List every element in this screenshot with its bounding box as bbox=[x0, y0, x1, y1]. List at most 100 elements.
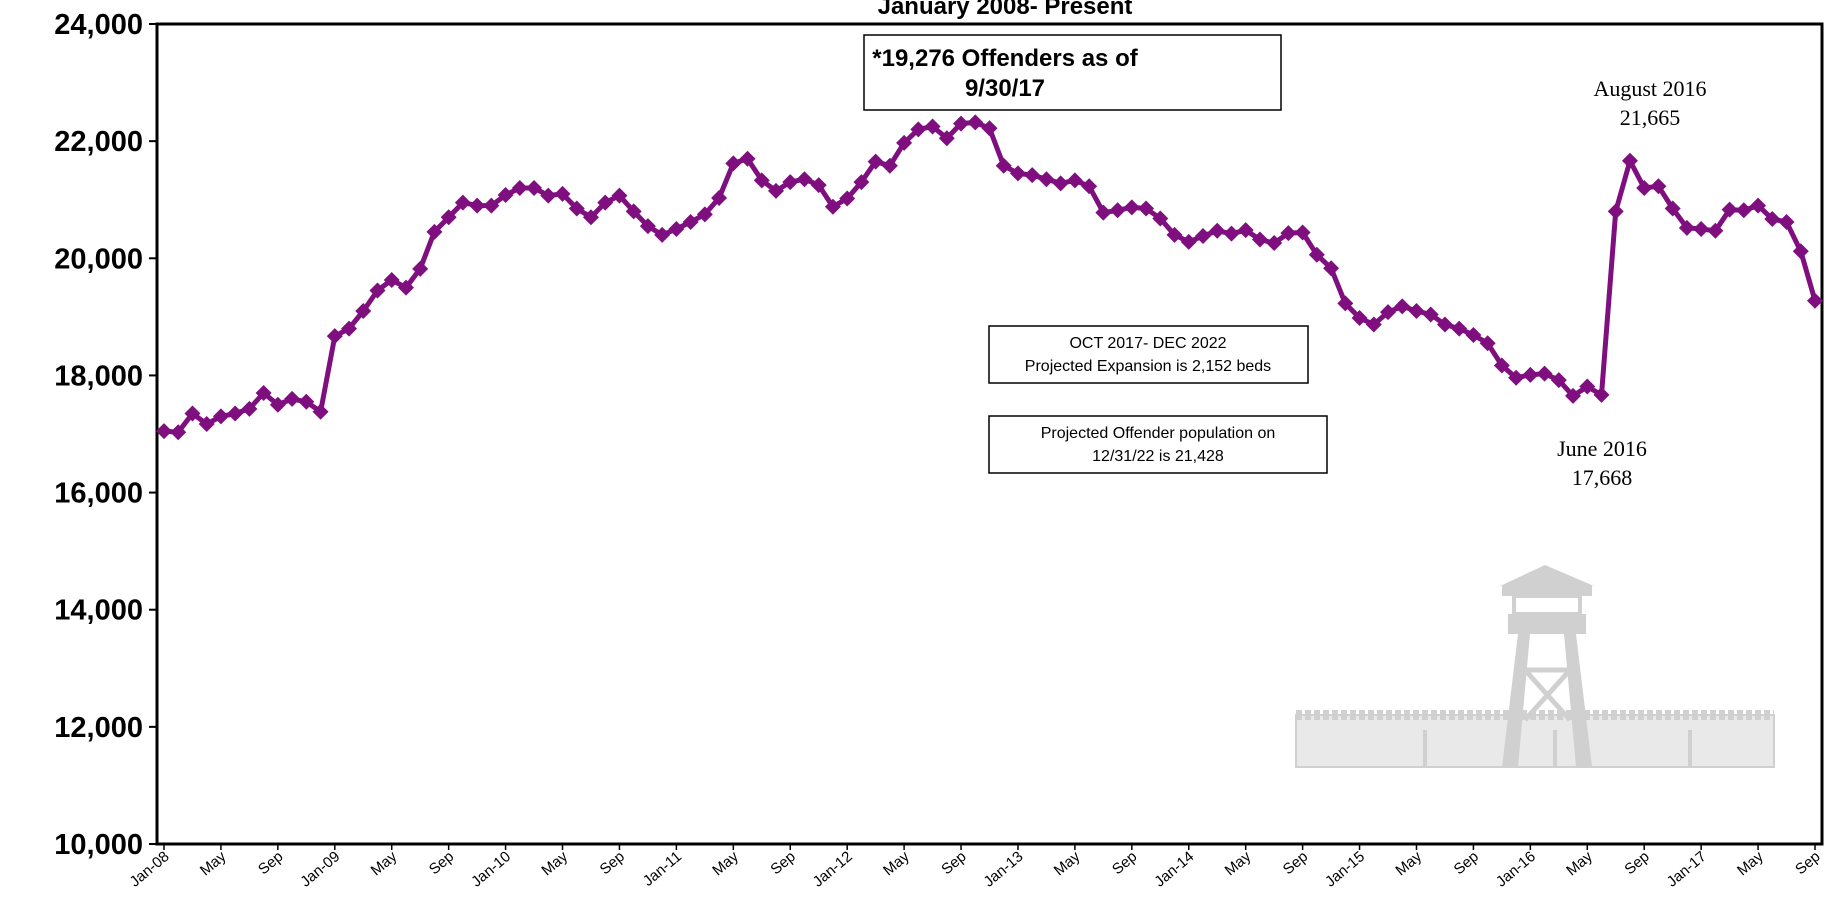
data-point bbox=[753, 172, 770, 189]
data-point bbox=[568, 200, 585, 217]
data-point bbox=[1465, 327, 1482, 344]
low-annotation-line1: June 2016 bbox=[1557, 436, 1647, 461]
data-point bbox=[383, 271, 400, 288]
data-point bbox=[867, 153, 884, 170]
data-point bbox=[625, 203, 642, 220]
data-point bbox=[668, 221, 685, 237]
projection-callout-line2: 12/31/22 is 21,428 bbox=[1092, 448, 1224, 465]
data-point bbox=[1422, 306, 1439, 323]
data-point bbox=[1223, 225, 1240, 242]
expansion-callout-line1: OCT 2017- DEC 2022 bbox=[1069, 335, 1226, 352]
data-point bbox=[1166, 226, 1183, 243]
x-tick-label: Jan-11 bbox=[640, 848, 685, 890]
data-point bbox=[938, 130, 955, 147]
data-point bbox=[768, 182, 785, 199]
x-tick-label: Sep bbox=[597, 848, 628, 878]
x-tick-label: May bbox=[1563, 848, 1596, 880]
peak-annotation-line2: 21,665 bbox=[1620, 105, 1681, 130]
data-point bbox=[953, 115, 970, 132]
peak-annotation: August 2016 21,665 bbox=[1593, 76, 1706, 130]
x-tick-label: Jan-10 bbox=[468, 848, 514, 891]
x-tick-label: Sep bbox=[1109, 848, 1140, 878]
data-point bbox=[369, 282, 386, 299]
y-tick-label: 14,000 bbox=[54, 595, 143, 627]
data-point bbox=[910, 121, 927, 138]
data-point bbox=[469, 197, 486, 214]
data-point bbox=[639, 218, 656, 235]
x-tick-label: Sep bbox=[1280, 848, 1311, 878]
y-tick-label: 18,000 bbox=[54, 360, 143, 392]
data-point bbox=[1792, 243, 1809, 260]
data-point bbox=[326, 328, 343, 345]
data-point bbox=[1152, 210, 1169, 227]
data-point bbox=[170, 424, 187, 441]
data-point bbox=[1251, 231, 1268, 248]
data-point bbox=[796, 171, 813, 188]
data-point bbox=[1621, 152, 1638, 169]
y-tick-label: 22,000 bbox=[54, 126, 143, 158]
data-point bbox=[853, 174, 870, 191]
data-point bbox=[1750, 197, 1767, 214]
data-point bbox=[1365, 316, 1382, 333]
peak-annotation-line1: August 2016 bbox=[1593, 76, 1706, 101]
data-point bbox=[967, 114, 984, 131]
x-tick-label: May bbox=[1734, 848, 1767, 880]
data-point bbox=[1237, 222, 1254, 239]
data-point bbox=[682, 213, 699, 230]
x-tick-label: Sep bbox=[1792, 848, 1823, 878]
x-tick-label: May bbox=[880, 848, 913, 880]
data-point bbox=[1180, 233, 1197, 250]
x-tick-label: Jan-09 bbox=[297, 848, 343, 891]
data-point bbox=[1194, 228, 1211, 245]
x-tick-label: Sep bbox=[1621, 848, 1652, 878]
x-tick-label: Sep bbox=[938, 848, 969, 878]
data-point bbox=[1650, 178, 1667, 195]
data-point bbox=[1636, 180, 1653, 196]
data-point bbox=[212, 408, 229, 425]
data-point bbox=[981, 120, 998, 137]
current-callout-line1: *19,276 Offenders as of bbox=[872, 45, 1138, 72]
data-point bbox=[1508, 369, 1525, 386]
x-tick-label: Jan-14 bbox=[1151, 848, 1197, 891]
data-point bbox=[1109, 202, 1126, 219]
data-point bbox=[782, 174, 799, 191]
data-point bbox=[1266, 235, 1283, 252]
data-point bbox=[1593, 386, 1610, 403]
current-callout: *19,276 Offenders as of 9/30/17 bbox=[863, 34, 1282, 111]
data-point bbox=[810, 177, 827, 194]
x-tick-label: May bbox=[1051, 848, 1084, 880]
data-point bbox=[341, 320, 358, 337]
data-point bbox=[1735, 202, 1752, 219]
x-tick-label: Sep bbox=[767, 848, 798, 878]
data-point bbox=[241, 400, 258, 417]
projection-callout-line1: Projected Offender population on bbox=[1041, 425, 1276, 442]
expansion-callout: OCT 2017- DEC 2022 Projected Expansion i… bbox=[988, 325, 1309, 384]
data-point bbox=[198, 416, 215, 433]
data-point bbox=[1607, 203, 1624, 220]
data-point bbox=[454, 194, 471, 211]
data-point bbox=[1209, 222, 1226, 239]
plot-frame bbox=[155, 22, 1824, 846]
data-point bbox=[497, 187, 514, 204]
x-tick-label: Jan-13 bbox=[980, 848, 1026, 891]
data-point bbox=[1052, 175, 1069, 192]
data-point bbox=[1764, 211, 1781, 228]
data-point bbox=[440, 209, 457, 226]
x-tick-label: May bbox=[709, 848, 742, 880]
x-tick-label: May bbox=[197, 848, 230, 880]
data-point bbox=[1280, 225, 1297, 242]
data-point bbox=[540, 187, 557, 204]
projection-callout: Projected Offender population on 12/31/2… bbox=[988, 415, 1328, 474]
x-tick-label: Jan-15 bbox=[1322, 848, 1368, 891]
data-point bbox=[1493, 357, 1510, 374]
data-point bbox=[611, 187, 628, 204]
data-point bbox=[1081, 178, 1098, 195]
y-axis: 10,000 12,000 14,000 16,000 18,000 20,000 22,0… bbox=[54, 9, 157, 861]
data-point bbox=[654, 226, 671, 243]
data-point bbox=[1337, 295, 1354, 312]
x-tick-label: Jan-16 bbox=[1493, 848, 1539, 891]
y-tick-label: 24,000 bbox=[54, 9, 143, 41]
x-tick-label: Jan-12 bbox=[810, 848, 856, 891]
data-point bbox=[269, 396, 286, 413]
